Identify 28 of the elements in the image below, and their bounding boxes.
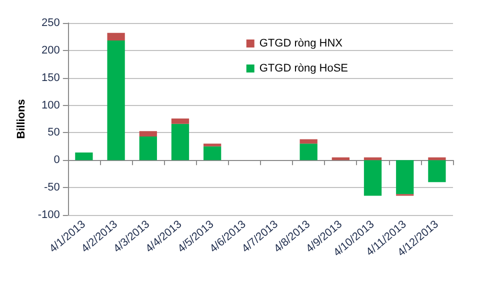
y-tick-label: 250 bbox=[42, 17, 60, 29]
bar bbox=[171, 124, 190, 160]
bar bbox=[139, 136, 157, 160]
y-tick-label: -100 bbox=[38, 209, 60, 221]
bar bbox=[204, 144, 222, 146]
y-axis-title: Billions bbox=[16, 99, 28, 139]
bar bbox=[364, 160, 382, 196]
bar bbox=[396, 160, 414, 194]
bar bbox=[300, 139, 318, 144]
y-tick-label: 150 bbox=[42, 72, 60, 84]
y-tick-label: 0 bbox=[54, 154, 60, 166]
legend-label: GTGD ròng HoSE bbox=[259, 62, 348, 74]
bar bbox=[171, 118, 190, 124]
y-tick-label: -50 bbox=[44, 182, 60, 194]
bar bbox=[428, 157, 446, 160]
y-tick-label: 200 bbox=[42, 44, 60, 56]
bar bbox=[204, 146, 222, 160]
bar bbox=[107, 40, 125, 160]
legend-label: GTGD ròng HNX bbox=[259, 38, 344, 50]
bar bbox=[75, 152, 93, 160]
y-tick-label: 50 bbox=[48, 126, 60, 139]
y-tick-label: 100 bbox=[42, 99, 60, 112]
bar bbox=[428, 160, 446, 182]
bar bbox=[107, 32, 125, 41]
bar bbox=[139, 131, 157, 137]
bar bbox=[364, 157, 382, 160]
bar bbox=[300, 144, 318, 160]
bar bbox=[332, 157, 350, 160]
